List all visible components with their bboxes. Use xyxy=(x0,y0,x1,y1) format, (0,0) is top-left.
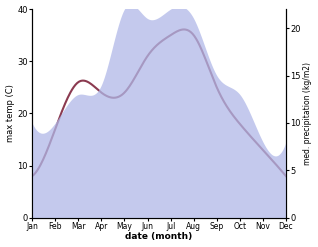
Y-axis label: max temp (C): max temp (C) xyxy=(5,84,15,143)
X-axis label: date (month): date (month) xyxy=(125,232,193,242)
Y-axis label: med. precipitation (kg/m2): med. precipitation (kg/m2) xyxy=(303,62,313,165)
